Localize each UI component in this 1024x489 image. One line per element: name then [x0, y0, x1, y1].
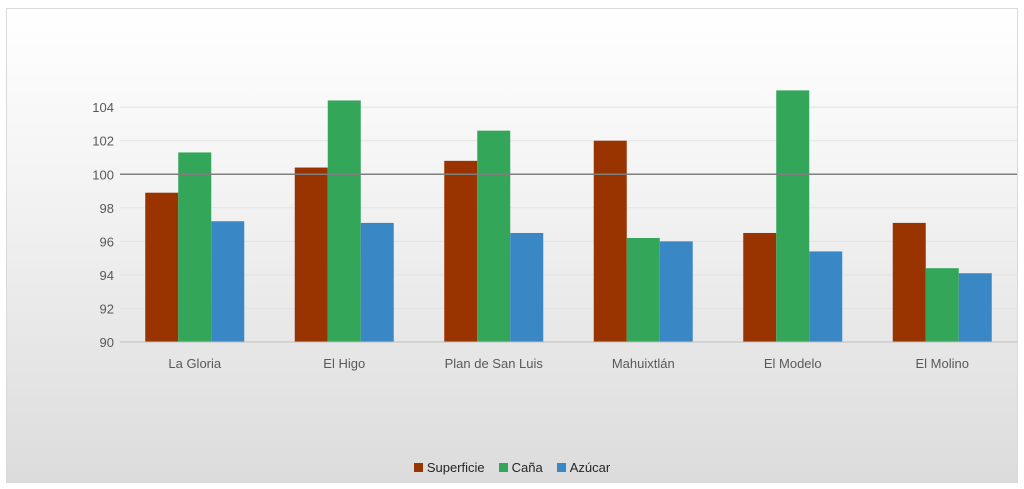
legend-item-superficie[interactable]: Superficie [413, 460, 485, 475]
x-tick-label: El Modelo [764, 356, 822, 371]
legend-item-cana[interactable]: Caña [498, 460, 543, 475]
bar[interactable] [626, 238, 660, 342]
x-tick-label: La Gloria [168, 356, 222, 371]
legend-swatch [413, 463, 423, 472]
bar[interactable] [360, 222, 394, 342]
x-tick-label: El Molino [916, 356, 969, 371]
y-tick-label: 100 [92, 167, 114, 182]
y-tick-label: 104 [92, 100, 114, 115]
x-tick-label: Plan de San Luis [445, 356, 544, 371]
x-tick-label: Mahuixtlán [612, 356, 675, 371]
legend-item-azucar[interactable]: Azúcar [556, 460, 611, 475]
bar[interactable] [145, 192, 179, 342]
bar[interactable] [444, 160, 478, 342]
bar[interactable] [477, 130, 511, 342]
bar[interactable] [327, 100, 361, 342]
bars [145, 90, 992, 342]
legend-label: Superficie [426, 460, 485, 475]
bar[interactable] [809, 251, 843, 342]
x-axis-ticks: La Gloria El Higo Plan de San Luis Mahuixtl… [168, 356, 969, 371]
legend: Superficie Caña Azúcar [0, 460, 1024, 475]
gridlines [120, 106, 1017, 309]
bar[interactable] [743, 232, 777, 342]
y-tick-label: 94 [100, 268, 114, 283]
y-tick-label: 96 [100, 234, 114, 249]
bar[interactable] [593, 140, 627, 342]
x-tick-label: El Higo [323, 356, 365, 371]
y-axis-ticks: 90 92 94 96 98 100 102 104 [92, 100, 114, 350]
bar[interactable] [178, 152, 212, 342]
y-tick-label: 90 [100, 335, 114, 350]
bar[interactable] [294, 167, 328, 342]
bar[interactable] [958, 273, 992, 342]
legend-swatch [498, 463, 508, 472]
y-tick-label: 98 [100, 201, 114, 216]
bar[interactable] [659, 241, 693, 342]
legend-label: Caña [511, 460, 543, 475]
bar[interactable] [510, 232, 544, 342]
legend-swatch [556, 463, 566, 472]
bar[interactable] [776, 90, 810, 342]
y-tick-label: 102 [92, 134, 114, 149]
y-tick-label: 92 [100, 301, 114, 316]
legend-label: Azúcar [569, 460, 611, 475]
bar[interactable] [892, 222, 926, 342]
bar[interactable] [925, 268, 959, 342]
bar[interactable] [211, 221, 245, 342]
